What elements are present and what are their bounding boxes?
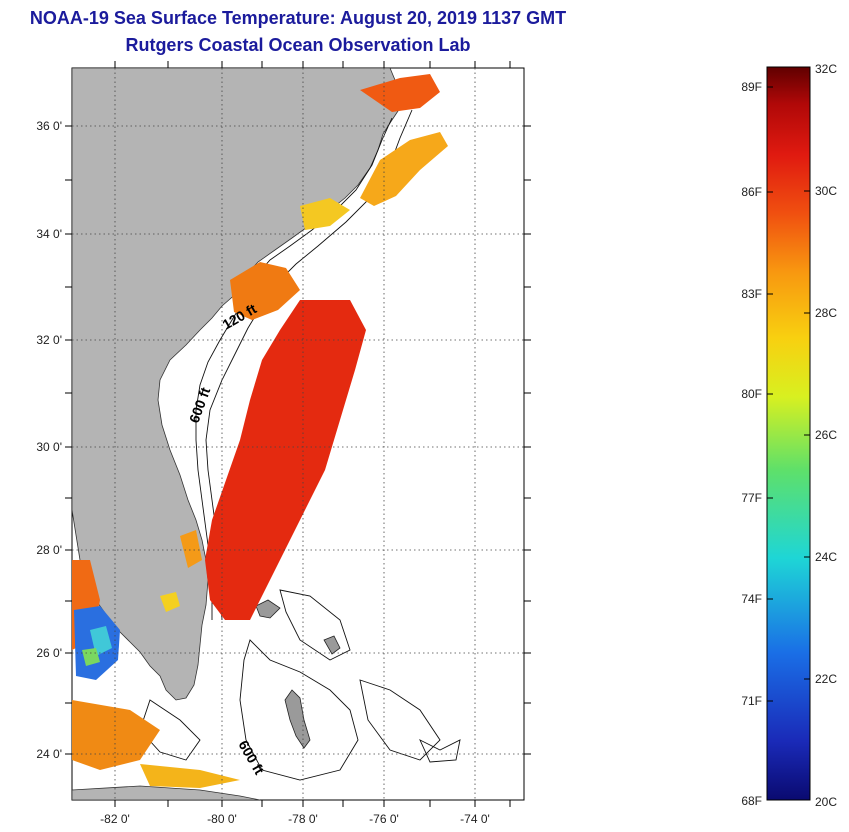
lat-label: 26 0' <box>36 646 62 660</box>
lat-label: 28 0' <box>36 543 62 557</box>
lat-label: 34 0' <box>36 227 62 241</box>
colorbar-f-label: 83F <box>741 287 762 301</box>
lat-label: 36 0' <box>36 119 62 133</box>
colorbar-f-label: 71F <box>741 694 762 708</box>
colorbar-f-label: 77F <box>741 491 762 505</box>
colorbar-c-label: 22C <box>815 672 837 686</box>
lon-label: -78 0' <box>288 812 318 826</box>
cuba-land <box>72 785 261 800</box>
colorbar-f-label: 86F <box>741 185 762 199</box>
map-title: NOAA-19 Sea Surface Temperature: August … <box>29 8 567 28</box>
map-subtitle: Rutgers Coastal Ocean Observation Lab <box>125 35 471 55</box>
bahamas-land <box>284 689 311 749</box>
colorbar-c-label: 28C <box>815 306 837 320</box>
land-mass <box>72 68 401 701</box>
lon-label: -74 0' <box>460 812 490 826</box>
colorbar-c-label: 32C <box>815 62 837 76</box>
lon-label: -80 0' <box>207 812 237 826</box>
longitude-labels: -82 0' -80 0' -78 0' -76 0' -74 0' <box>100 812 490 826</box>
lat-label: 30 0' <box>36 440 62 454</box>
colorbar-ticks <box>767 86 810 702</box>
lat-label: 24 0' <box>36 747 62 761</box>
colorbar-gradient <box>766 66 811 801</box>
bahamas-land-2 <box>255 599 281 619</box>
lon-label: -82 0' <box>100 812 130 826</box>
frame-ticks <box>65 61 531 807</box>
colorbar-f-label: 74F <box>741 592 762 606</box>
colorbar: 89F 86F 83F 80F 77F 74F 71F 68F 32C 30C … <box>741 62 837 809</box>
lon-label: -76 0' <box>369 812 399 826</box>
map-panel: 120 ft 600 ft 600 ft -82 0' -80 0' -78 0… <box>36 61 531 826</box>
colorbar-c-label: 30C <box>815 184 837 198</box>
sst-overlay <box>72 74 448 788</box>
colorbar-c-label: 20C <box>815 795 837 809</box>
colorbar-c-label: 24C <box>815 550 837 564</box>
lat-label: 32 0' <box>36 333 62 347</box>
bahamas-land-3 <box>323 635 341 655</box>
latitude-labels: 36 0' 34 0' 32 0' 30 0' 28 0' 26 0' 24 0… <box>36 119 62 761</box>
colorbar-c-label: 26C <box>815 428 837 442</box>
colorbar-f-label: 80F <box>741 387 762 401</box>
colorbar-f-label: 89F <box>741 80 762 94</box>
map-grid <box>72 68 524 800</box>
colorbar-f-label: 68F <box>741 794 762 808</box>
